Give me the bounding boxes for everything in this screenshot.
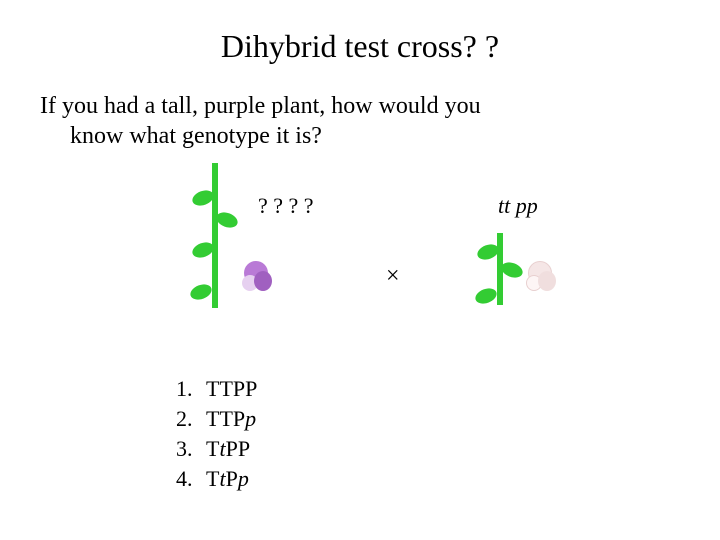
unknown-genotype-label: ? ? ? ? (258, 193, 314, 219)
cross-diagram: ? ? ? ? × tt pp (0, 151, 720, 351)
question-line-2: know what genotype it is? (40, 121, 680, 151)
slide-title: Dihybrid test cross? ? (0, 0, 720, 65)
white-flower-icon (524, 259, 560, 293)
option-1: 1.TTPP (176, 376, 257, 402)
genotype-options: 1.TTPP 2.TTPp 3.TtPP 4.TtPp (176, 376, 257, 496)
option-4: 4.TtPp (176, 466, 257, 492)
question-text: If you had a tall, purple plant, how wou… (0, 65, 720, 151)
option-3: 3.TtPP (176, 436, 257, 462)
option-2: 2.TTPp (176, 406, 257, 432)
cross-symbol: × (386, 263, 400, 290)
known-genotype-label: tt pp (498, 193, 538, 219)
question-line-1: If you had a tall, purple plant, how wou… (40, 91, 680, 121)
purple-flower-icon (240, 259, 276, 293)
